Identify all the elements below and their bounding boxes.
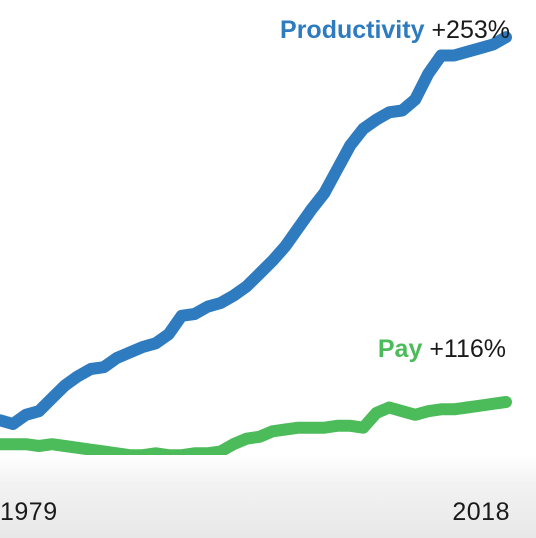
x-tick-start: 1979 xyxy=(0,498,58,526)
pay-change: +116% xyxy=(429,335,506,363)
pay-series-line xyxy=(0,396,512,462)
x-tick-end: 2018 xyxy=(452,498,510,526)
productivity-label: Productivity +253% xyxy=(280,16,510,45)
pay-series-name: Pay xyxy=(377,335,423,363)
productivity-change: +253% xyxy=(431,16,510,44)
pay-label: Pay +116% xyxy=(378,335,506,364)
productivity-series-line xyxy=(0,31,512,430)
footer-fade xyxy=(0,455,536,538)
productivity-series-name: Productivity xyxy=(280,16,425,44)
series-layer xyxy=(0,31,512,462)
